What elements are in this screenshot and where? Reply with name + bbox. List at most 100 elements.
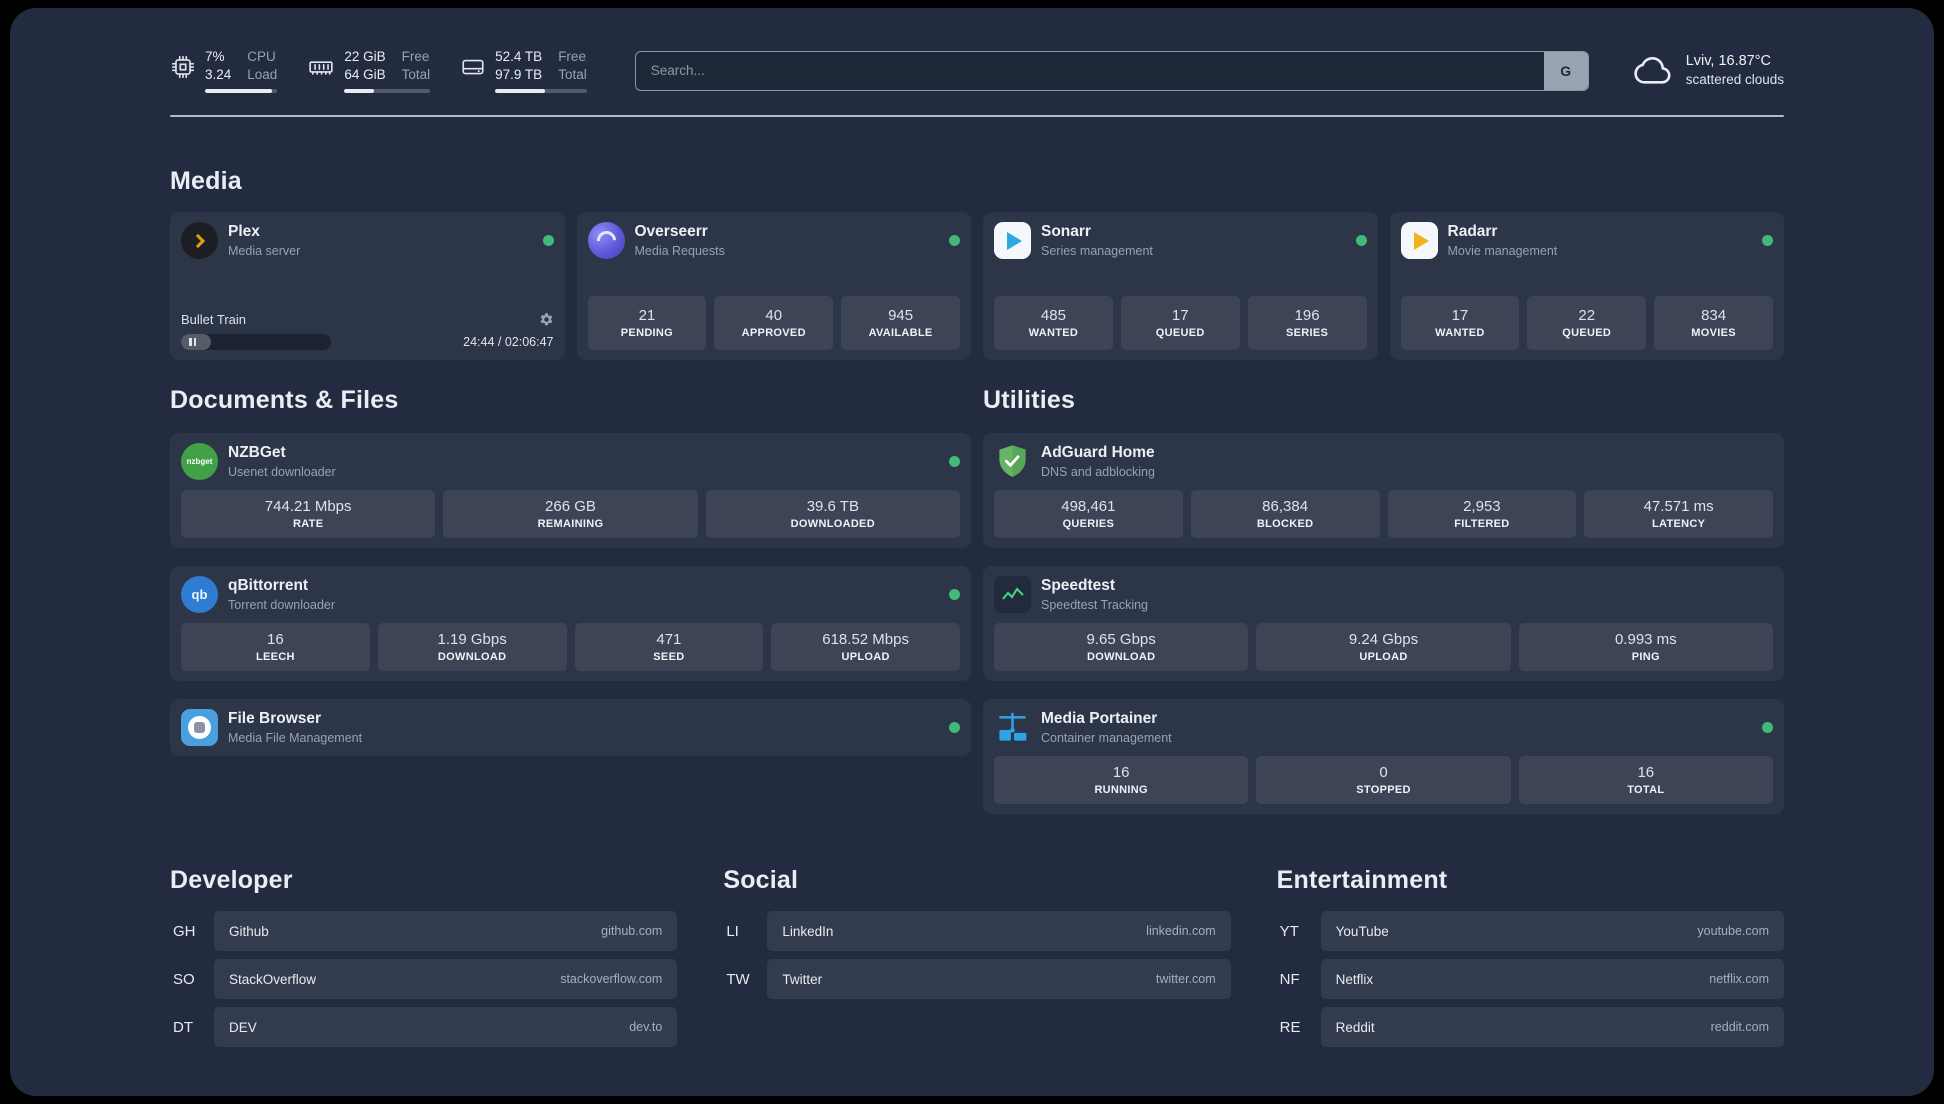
disk-bar-fill [495,89,545,94]
portainer-icon [994,709,1031,746]
bookmark-url: github.com [601,924,663,939]
stat-box: 22 QUEUED [1527,296,1647,351]
now-playing-title: Bullet Train [181,312,247,328]
stat-box: 17 WANTED [1400,296,1520,351]
service-card-speedtest[interactable]: Speedtest Speedtest Tracking 9.65 Gbps D… [983,566,1784,682]
cpu-bar-fill [205,89,272,94]
search-input[interactable] [634,50,1589,91]
stat-box: 16 LEECH [181,623,370,672]
pause-icon[interactable] [189,338,196,347]
service-name: Plex [228,223,260,241]
service-name: AdGuard Home [1041,444,1155,462]
bookmark-abbr: SO [173,970,195,988]
stat-box: 9.24 Gbps UPLOAD [1256,623,1511,672]
service-desc: Series management [1041,243,1153,258]
resource-widgets: 7% 3.24 CPU Load [170,48,587,94]
bookmark-abbr: TW [726,970,750,988]
speedtest-icon [994,576,1031,614]
stat-box: 0.993 ms PING [1518,623,1773,672]
status-dot [949,589,960,601]
service-card-plex[interactable]: Plex Media server Bullet Train [170,212,565,361]
service-card-portainer[interactable]: Media Portainer Container management 16 … [983,699,1784,815]
bookmark-reddit[interactable]: RE Reddit reddit.com [1277,1007,1784,1048]
bookmark-url: youtube.com [1697,924,1769,939]
bookmark-name: LinkedIn [782,923,834,939]
stat-box: 834 MOVIES [1654,296,1773,351]
stat-box: 16 TOTAL [1518,756,1773,805]
cpu-usage-value: 7% [205,49,225,64]
status-dot [1762,235,1773,247]
section-documents: Documents & Files nzbget NZBGet Usenet d… [170,386,971,814]
service-desc: Torrent downloader [228,597,336,612]
radarr-icon [1400,222,1438,260]
status-dot [949,722,960,734]
service-name: Sonarr [1041,223,1091,241]
bookmark-stackoverflow[interactable]: SO StackOverflow stackoverflow.com [170,959,678,1000]
service-card-radarr[interactable]: Radarr Movie management 17 WANTED 22 QUE… [1389,212,1784,361]
disk-icon [460,54,486,80]
nzbget-icon: nzbget [181,443,218,481]
cpu-widget: 7% 3.24 CPU Load [170,48,278,94]
stat-box: 1.19 Gbps DOWNLOAD [377,623,567,672]
bookmark-netflix[interactable]: NF Netflix netflix.com [1277,959,1784,1000]
disk-widget: 52.4 TB 97.9 TB Free Total [460,48,587,94]
cloud-icon [1633,54,1675,88]
sonarr-icon [994,222,1031,260]
service-desc: Media File Management [228,730,363,745]
load-label: Load [247,66,278,82]
bookmark-url: twitter.com [1155,972,1216,987]
service-desc: DNS and adblocking [1041,464,1155,479]
bookmark-name: DEV [229,1019,257,1035]
stat-box: 40 APPROVED [714,296,834,351]
bookmark-dev[interactable]: DT DEV dev.to [170,1007,678,1048]
memory-free-label: Free [401,49,430,64]
search: G [634,50,1589,91]
dashboard: 7% 3.24 CPU Load [10,8,1934,1096]
service-name: Overseerr [634,223,708,241]
seek-bar[interactable] [181,334,331,351]
bookmark-youtube[interactable]: YT YouTube youtube.com [1277,911,1784,952]
search-provider-button[interactable]: G [1543,51,1588,90]
stat-box: 16 RUNNING [994,756,1249,805]
service-desc: Usenet downloader [228,464,336,479]
stat-box: 2,953 FILTERED [1387,490,1577,539]
bookmark-linkedin[interactable]: LI LinkedIn linkedin.com [723,911,1231,952]
section-title-social: Social [723,866,799,895]
stat-box: 9.65 Gbps DOWNLOAD [994,623,1249,672]
memory-total-value: 64 GiB [344,66,386,82]
bookmark-abbr: LI [726,922,739,940]
service-desc: Movie management [1447,243,1558,258]
service-card-adguard[interactable]: AdGuard Home DNS and adblocking 498,461 … [983,433,1784,549]
service-desc: Container management [1041,730,1172,745]
memory-free-value: 22 GiB [344,49,386,64]
stat-box: 266 GB REMAINING [443,490,698,539]
bookmark-twitter[interactable]: TW Twitter twitter.com [723,959,1231,1000]
service-card-filebrowser[interactable]: File Browser Media File Management [170,699,971,757]
disk-total-label: Total [558,66,587,82]
service-card-sonarr[interactable]: Sonarr Series management 485 WANTED 17 Q… [983,212,1378,361]
service-card-overseerr[interactable]: Overseerr Media Requests 21 PENDING 40 A… [576,212,971,361]
stat-box: 47.571 ms LATENCY [1584,490,1773,539]
status-dot [949,456,960,468]
status-dot [542,235,554,247]
service-card-nzbget[interactable]: nzbget NZBGet Usenet downloader 744.21 M… [170,433,971,549]
stat-box: 744.21 Mbps RATE [181,490,436,539]
weather-condition: scattered clouds [1685,72,1784,88]
now-playing-widget: Bullet Train 24:44 / 02:06:47 [181,312,554,351]
bookmark-github[interactable]: GH Github github.com [170,911,678,952]
weather-location: Lviv, 16.87°C [1685,52,1772,69]
service-card-qbittorrent[interactable]: qb qBittorrent Torrent downloader 16 LEE… [170,566,971,682]
memory-bar-fill [344,89,374,94]
gear-icon[interactable] [539,312,554,327]
qbittorrent-icon: qb [181,576,218,614]
stat-box: 21 PENDING [587,296,707,351]
status-dot [949,235,960,247]
bookmark-name: Netflix [1335,971,1374,987]
stat-box: 86,384 BLOCKED [1190,490,1380,539]
section-title-utilities: Utilities [983,386,1076,415]
overseerr-icon [587,222,625,260]
section-utilities: Utilities AdGuard Home DNS and adblockin… [983,386,1784,815]
bookmark-abbr: RE [1279,1018,1301,1036]
section-title-entertainment: Entertainment [1276,866,1448,895]
topbar: 7% 3.24 CPU Load [170,48,1784,94]
